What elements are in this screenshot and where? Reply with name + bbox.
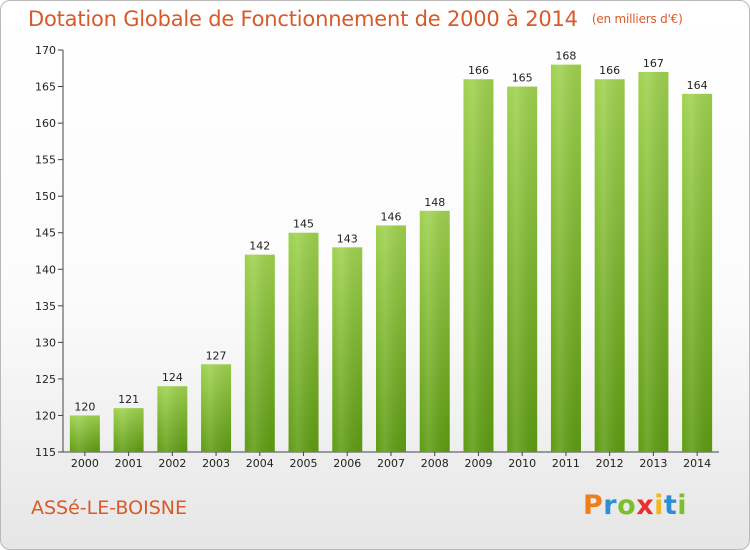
bar-shine bbox=[594, 79, 625, 453]
value-label: 143 bbox=[337, 232, 358, 245]
bar-shine bbox=[244, 254, 275, 452]
proxiti-logo: Proxiti bbox=[583, 490, 687, 521]
value-label: 142 bbox=[249, 240, 270, 253]
x-tick-label: 2014 bbox=[683, 457, 711, 470]
x-tick-label: 2003 bbox=[202, 457, 230, 470]
y-tick-label: 140 bbox=[35, 263, 56, 276]
x-tick-label: 2000 bbox=[71, 457, 99, 470]
x-tick-label: 2004 bbox=[246, 457, 274, 470]
axes: 115 120 125 130 135 140 145 150 155 160 165 170 2000… bbox=[35, 44, 719, 470]
x-tick-label: 2001 bbox=[115, 457, 143, 470]
y-tick-label: 145 bbox=[35, 227, 56, 240]
chart-title: Dotation Globale de Fonctionnement de 20… bbox=[28, 7, 683, 31]
value-label: 166 bbox=[468, 64, 489, 77]
x-tick-label: 2006 bbox=[333, 457, 361, 470]
y-tick-label: 135 bbox=[35, 300, 56, 313]
y-tick-label: 115 bbox=[35, 446, 56, 459]
y-tick-label: 160 bbox=[35, 117, 56, 130]
x-tick-label: 2008 bbox=[421, 457, 449, 470]
x-tick-label: 2013 bbox=[639, 457, 667, 470]
value-label: 146 bbox=[381, 210, 402, 223]
logo-letter: o bbox=[617, 490, 637, 521]
x-tick-label: 2002 bbox=[158, 457, 186, 470]
logo-letter: r bbox=[603, 490, 618, 521]
bar-shine bbox=[69, 415, 100, 452]
value-label: 124 bbox=[162, 371, 183, 384]
value-label: 165 bbox=[512, 72, 533, 85]
value-label: 167 bbox=[643, 57, 664, 70]
bar-shine bbox=[201, 364, 232, 452]
logo-letter: t bbox=[663, 490, 678, 521]
value-label: 127 bbox=[206, 349, 227, 362]
value-label: 148 bbox=[424, 196, 445, 209]
value-labels: 120 121 124 127 142 145 143 146 148 166 165 168 166 1… bbox=[74, 50, 707, 414]
value-label: 164 bbox=[687, 79, 708, 92]
bar-shine bbox=[419, 210, 450, 452]
bar-shine bbox=[376, 225, 406, 452]
commune-name: ASSé-LE-BOISNE bbox=[31, 497, 187, 519]
y-tick-label: 125 bbox=[35, 373, 56, 386]
y-tick-label: 130 bbox=[35, 336, 56, 349]
x-tick-label: 2009 bbox=[464, 457, 492, 470]
chart-title-text: Dotation Globale de Fonctionnement de 20… bbox=[28, 7, 578, 31]
value-label: 120 bbox=[74, 400, 95, 413]
bar-shine bbox=[550, 64, 581, 453]
bar-shine bbox=[463, 79, 494, 453]
bar-shine bbox=[638, 71, 669, 452]
value-label: 145 bbox=[293, 218, 314, 231]
x-tick-label: 2005 bbox=[290, 457, 318, 470]
y-tick-label: 155 bbox=[35, 154, 56, 167]
bar-shine bbox=[113, 408, 144, 452]
bar-shine bbox=[332, 247, 363, 452]
logo-letter: x bbox=[636, 490, 655, 521]
bar-shine bbox=[682, 93, 713, 452]
y-tick-label: 150 bbox=[35, 190, 56, 203]
x-tick-label: 2012 bbox=[596, 457, 624, 470]
y-tick-label: 120 bbox=[35, 409, 56, 422]
value-label: 168 bbox=[555, 50, 576, 63]
logo-letter: P bbox=[583, 490, 604, 521]
y-tick-label: 165 bbox=[35, 81, 56, 94]
bar-shine bbox=[507, 86, 538, 452]
value-label: 166 bbox=[599, 64, 620, 77]
x-tick-label: 2011 bbox=[552, 457, 580, 470]
logo-letter: i bbox=[677, 490, 688, 521]
logo-letter: i bbox=[654, 490, 664, 521]
bars bbox=[69, 64, 713, 453]
value-label: 121 bbox=[118, 393, 139, 406]
bar-shine bbox=[157, 386, 188, 452]
chart-unit: (en milliers d'€) bbox=[591, 12, 683, 26]
x-tick-label: 2010 bbox=[508, 457, 536, 470]
x-tick-label: 2007 bbox=[377, 457, 405, 470]
bar-shine bbox=[288, 232, 319, 452]
y-tick-label: 170 bbox=[35, 44, 56, 57]
